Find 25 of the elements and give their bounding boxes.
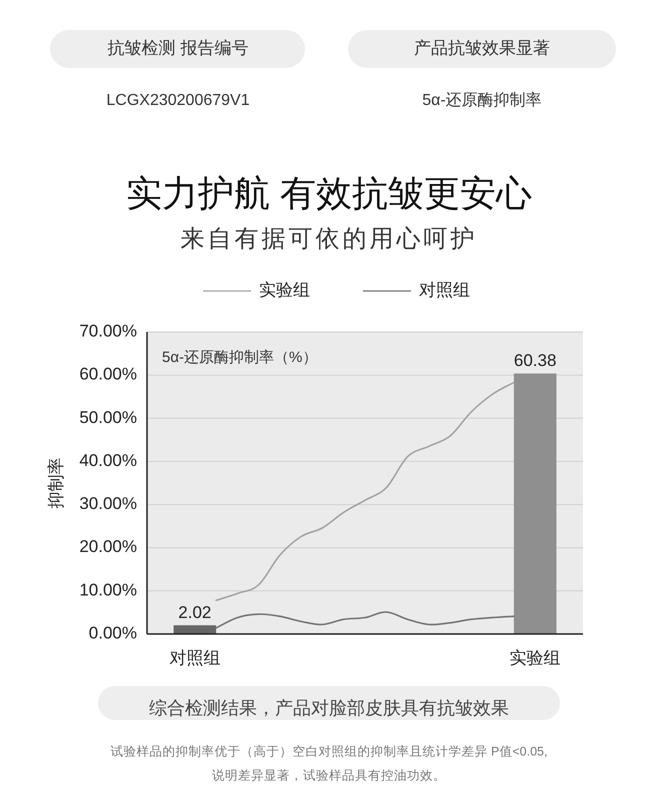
data-label: 60.38 — [514, 350, 556, 370]
text: 综合检测结果，产品对脸部皮肤具有抗皱效果 — [149, 698, 509, 718]
legend-label: 实验组 — [259, 280, 310, 300]
text: 试验样品的抑制率优于（高于）空白对照组的抑制率且统计学差异 P值<0.05, — [110, 743, 548, 758]
text: 5α-还原酶抑制率 — [422, 91, 542, 110]
legend-label: 对照组 — [419, 280, 470, 300]
text: 抗皱检测 报告编号 — [108, 38, 248, 58]
y-tick-label: 50.00% — [79, 408, 137, 427]
y-axis-title: 抑制率 — [46, 458, 66, 508]
line-series — [215, 611, 515, 629]
y-tick-label: 70.00% — [79, 321, 137, 340]
y-tick-label: 40.00% — [79, 450, 137, 470]
data-label: 2.02 — [178, 602, 212, 622]
annotation: 5α-还原酶抑制率（%） — [162, 348, 318, 366]
chart-subtitle: 来自有据可依的用心呵护 — [180, 225, 478, 252]
chart-title: 实力护航 有效抗皱更安心 — [126, 172, 532, 214]
line-series — [215, 382, 515, 602]
y-tick-label: 60.00% — [79, 364, 137, 384]
text: 说明差异显著，试验样品具有控油功效。 — [212, 768, 446, 782]
y-tick-label: 30.00% — [79, 494, 137, 514]
text: LCGX230200679V1 — [106, 92, 250, 110]
y-tick-label: 20.00% — [79, 537, 137, 556]
text: 产品抗皱效果显著 — [414, 38, 550, 58]
y-tick-label: 0.00% — [88, 623, 137, 642]
y-tick-label: 10.00% — [79, 580, 137, 600]
